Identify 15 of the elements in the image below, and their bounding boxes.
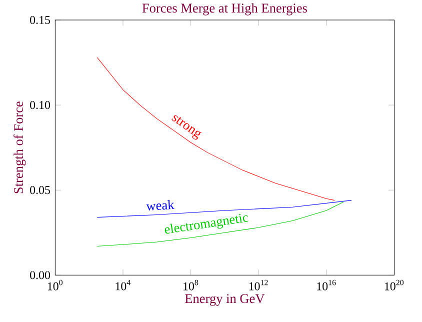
x-tick-label: 10$^{16}$: [317, 280, 336, 290]
x-tick-label: 10$^{0}$: [48, 280, 63, 290]
series-label: weak: [146, 200, 174, 211]
y-axis-title: Strength of Force: [14, 102, 26, 194]
chart-title: Forces Merge at High Energies: [142, 3, 307, 16]
y-tick-label: 0.05: [30, 186, 50, 194]
y-tick-label: 0.15: [30, 16, 50, 24]
text: electromagnetic: [164, 214, 248, 234]
x-tick-label: 10$^{8}$: [184, 280, 198, 290]
x-tick-label: 10$^{12}$: [249, 280, 268, 290]
y-tick-label: 0.10: [30, 101, 50, 110]
x-axis-title: Energy in GeV: [184, 294, 265, 306]
x-tick-label: 10$^{4}$: [116, 280, 131, 290]
x-tick-label: 10$^{20}$: [384, 280, 404, 290]
y-tick-label: 0.00: [30, 271, 50, 280]
